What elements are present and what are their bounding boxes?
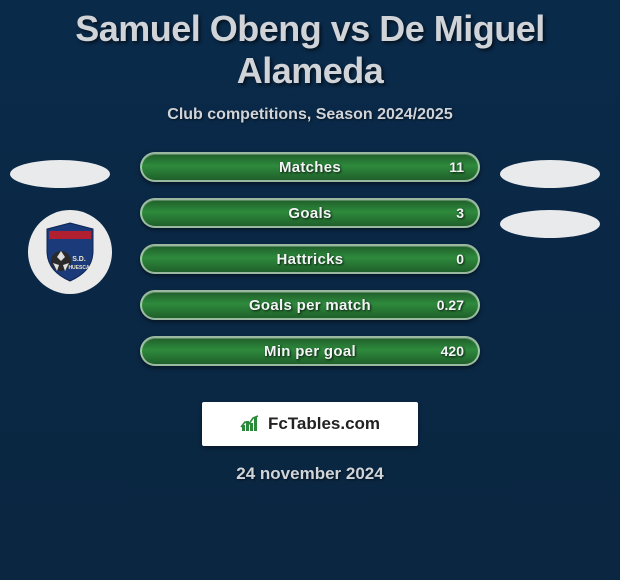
player-photo-placeholder-right-2 [500, 210, 600, 238]
stat-value: 11 [449, 159, 464, 175]
svg-text:HUESCA: HUESCA [68, 265, 90, 271]
club-crest-left: S.D. HUESCA [28, 210, 112, 294]
shield-icon: S.D. HUESCA [43, 221, 97, 283]
stat-label: Matches [279, 159, 341, 176]
stat-label: Min per goal [264, 343, 356, 360]
player-photo-placeholder-right-1 [500, 160, 600, 188]
comparison-stage: S.D. HUESCA Matches 11 Goals 3 Hattricks… [0, 152, 620, 392]
stat-label: Hattricks [277, 251, 344, 268]
snapshot-date: 24 november 2024 [0, 464, 620, 484]
stat-row: Matches 11 [140, 152, 480, 182]
source-logo: FcTables.com [202, 402, 418, 446]
stat-value: 0.27 [437, 297, 464, 313]
stat-value: 0 [456, 251, 464, 267]
stat-value: 3 [456, 205, 464, 221]
bar-chart-icon [240, 413, 262, 435]
stat-row: Min per goal 420 [140, 336, 480, 366]
stat-bars: Matches 11 Goals 3 Hattricks 0 Goals per… [140, 152, 480, 382]
player-photo-placeholder-left [10, 160, 110, 188]
svg-text:S.D.: S.D. [72, 256, 86, 263]
stat-row: Goals per match 0.27 [140, 290, 480, 320]
stat-row: Hattricks 0 [140, 244, 480, 274]
source-logo-text: FcTables.com [268, 414, 380, 434]
stat-label: Goals [288, 205, 331, 222]
stat-value: 420 [441, 343, 464, 359]
subtitle: Club competitions, Season 2024/2025 [0, 106, 620, 124]
stat-row: Goals 3 [140, 198, 480, 228]
page-title: Samuel Obeng vs De Miguel Alameda [0, 0, 620, 92]
stat-label: Goals per match [249, 297, 371, 314]
